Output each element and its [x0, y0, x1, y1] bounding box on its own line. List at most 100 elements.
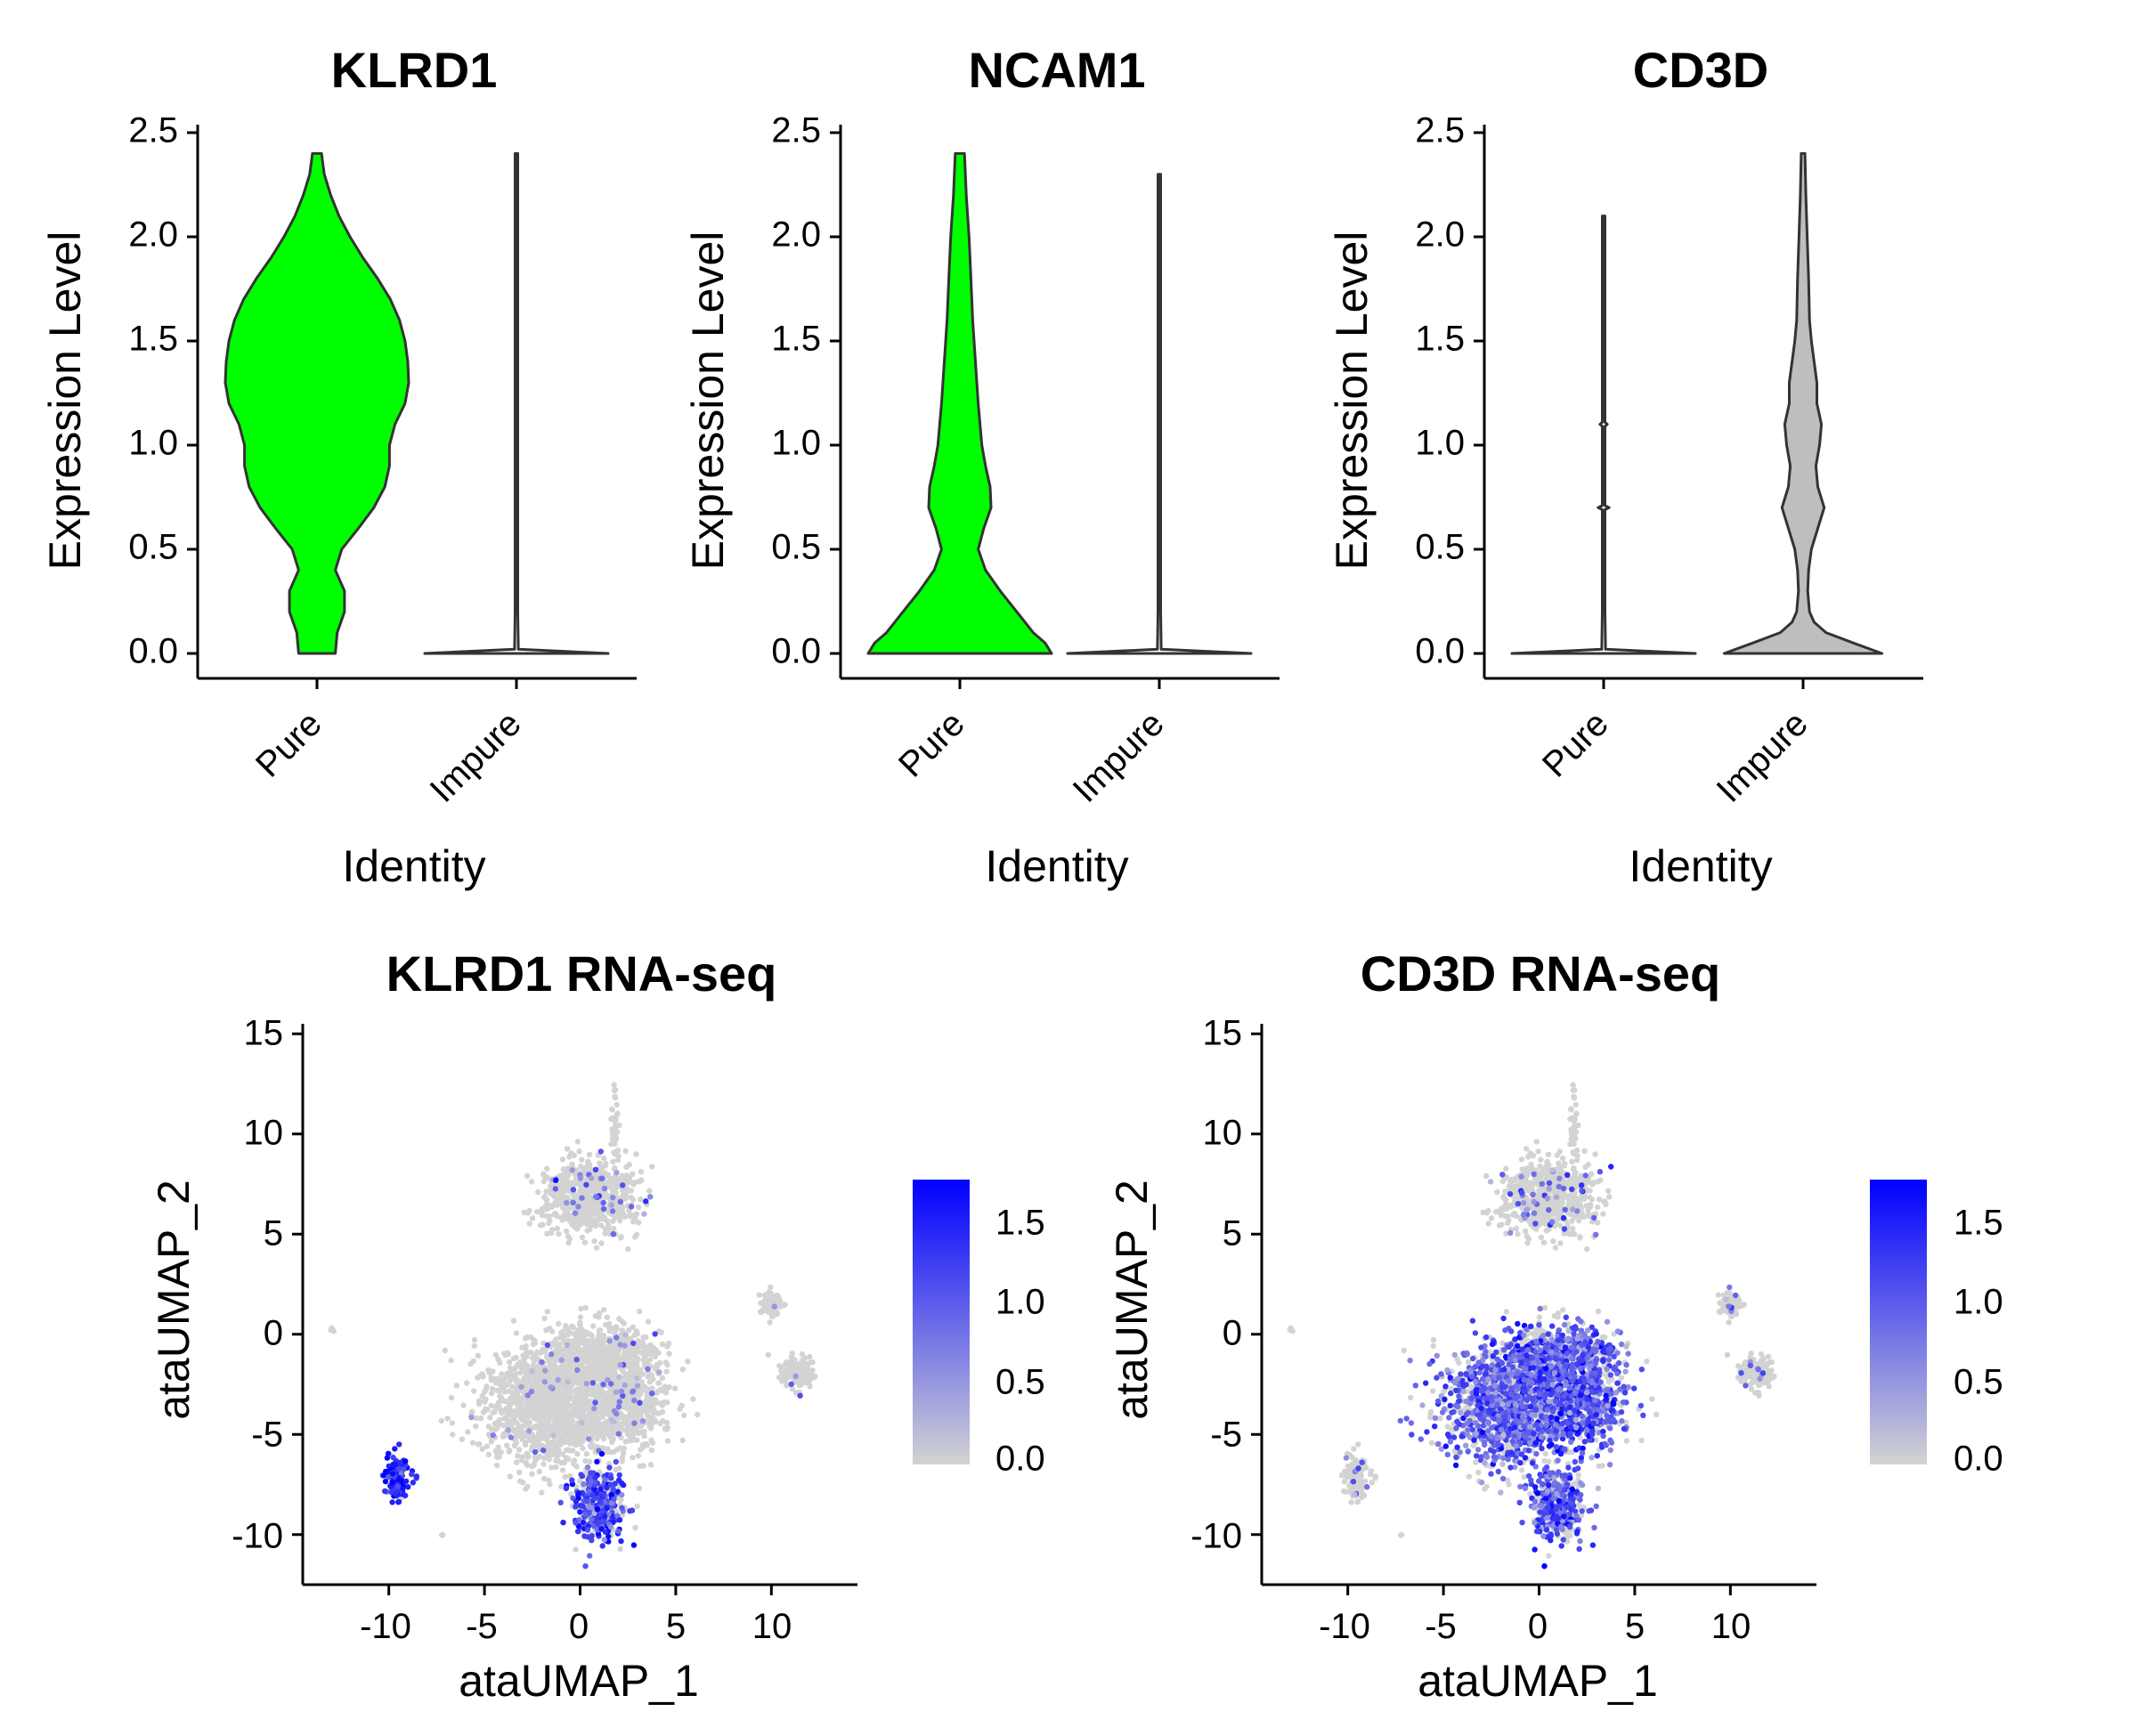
cell-point: [1466, 1473, 1473, 1480]
cell-point: [1546, 1553, 1552, 1559]
cell-point: [509, 1383, 516, 1391]
cell-point: [756, 1292, 762, 1298]
plot-area: [187, 131, 610, 689]
cell-point: [526, 1221, 532, 1227]
cell-point: [481, 1389, 488, 1395]
y-tick-label: 2.0: [128, 215, 178, 255]
cell-point: [1401, 1347, 1408, 1354]
cell-point: [553, 1400, 559, 1407]
cell-point: [537, 1375, 543, 1381]
cell-point: [510, 1318, 517, 1324]
cell-point: [634, 1411, 640, 1418]
cell-point: [579, 1156, 585, 1163]
cell-point: [514, 1459, 520, 1465]
cell-point: [633, 1151, 639, 1157]
y-tick-label: 1.0: [771, 424, 821, 463]
cell-point: [600, 1155, 607, 1162]
y-tick-label: 2.0: [771, 215, 821, 255]
cell-point: [541, 1194, 548, 1201]
cell-point: [518, 1383, 524, 1391]
cell-point: [618, 1234, 624, 1240]
cell-point: [409, 1471, 415, 1478]
cell-point: [1542, 1450, 1549, 1457]
cell-point: [579, 1472, 585, 1480]
cell-point: [574, 1337, 581, 1344]
cell-point: [612, 1087, 619, 1093]
cell-point: [519, 1424, 525, 1430]
cell-point: [555, 1343, 562, 1350]
cell-point: [525, 1378, 532, 1385]
cell-point: [630, 1432, 637, 1438]
cell-point: [552, 1186, 558, 1192]
cell-point: [505, 1351, 511, 1358]
cell-point: [583, 1344, 590, 1351]
cell-point: [553, 1407, 560, 1415]
cell-point: [563, 1228, 570, 1235]
cell-point: [559, 1217, 565, 1223]
cell-point: [643, 1334, 649, 1341]
cell-point: [606, 1464, 613, 1471]
cell-point: [453, 1383, 459, 1389]
cell-point: [586, 1488, 592, 1495]
cell-point: [573, 1332, 579, 1338]
cell-point: [767, 1319, 773, 1326]
cell-point: [566, 1154, 573, 1160]
cell-point: [614, 1110, 621, 1116]
y-tick-label: 2.5: [128, 111, 178, 150]
cell-point: [505, 1427, 511, 1433]
cell-point: [439, 1532, 445, 1538]
cell-point: [560, 1189, 566, 1197]
cell-point: [509, 1395, 516, 1402]
cell-point: [570, 1412, 576, 1418]
cell-point: [577, 1509, 583, 1515]
cell-point: [611, 1082, 617, 1088]
cell-point: [613, 1458, 619, 1465]
cell-point: [589, 1352, 595, 1359]
plot-area: [830, 131, 1253, 689]
cell-point: [444, 1416, 451, 1422]
cell-point: [555, 1376, 561, 1383]
cell-point: [1533, 1326, 1540, 1334]
cell-point: [628, 1345, 634, 1351]
cell-point: [490, 1432, 496, 1439]
cell-point: [513, 1354, 519, 1361]
x-tick-label: 10: [752, 1607, 792, 1646]
cell-point: [488, 1402, 494, 1409]
cell-point: [511, 1442, 518, 1449]
cell-point: [615, 1528, 622, 1535]
cell-point: [561, 1459, 567, 1466]
cell-point: [1430, 1343, 1437, 1350]
cell-point: [625, 1396, 631, 1402]
cell-point: [544, 1309, 550, 1315]
cell-point: [593, 1245, 600, 1251]
cell-point: [635, 1453, 641, 1459]
cell-point: [634, 1383, 641, 1389]
cell-point: [621, 1417, 628, 1424]
cell-point: [589, 1391, 595, 1398]
cell-point: [640, 1463, 646, 1469]
x-tick-label: Pure: [1535, 704, 1616, 785]
cell-point: [594, 1359, 600, 1365]
cell-point: [565, 1379, 571, 1385]
violin-pure: [866, 151, 1053, 655]
cell-point: [620, 1174, 627, 1181]
x-axis-title: Identity: [1629, 841, 1772, 891]
cell-point: [615, 1153, 622, 1159]
cell-point: [758, 1309, 764, 1316]
cell-point: [579, 1234, 586, 1241]
cell-point: [622, 1343, 628, 1349]
cell-point: [574, 1367, 581, 1374]
cell-point: [628, 1204, 635, 1210]
cell-point: [638, 1197, 644, 1203]
cell-point: [573, 1440, 580, 1447]
cell-point: [797, 1392, 803, 1399]
cell-point: [582, 1304, 589, 1311]
cell-point: [608, 1475, 614, 1481]
cell-point: [1602, 1334, 1608, 1341]
cell-point: [1465, 1359, 1472, 1366]
cell-point: [475, 1375, 481, 1381]
cell-point: [613, 1101, 620, 1108]
cell-point: [473, 1424, 479, 1430]
cell-point: [582, 1166, 589, 1172]
violin-pure: [1510, 215, 1697, 655]
